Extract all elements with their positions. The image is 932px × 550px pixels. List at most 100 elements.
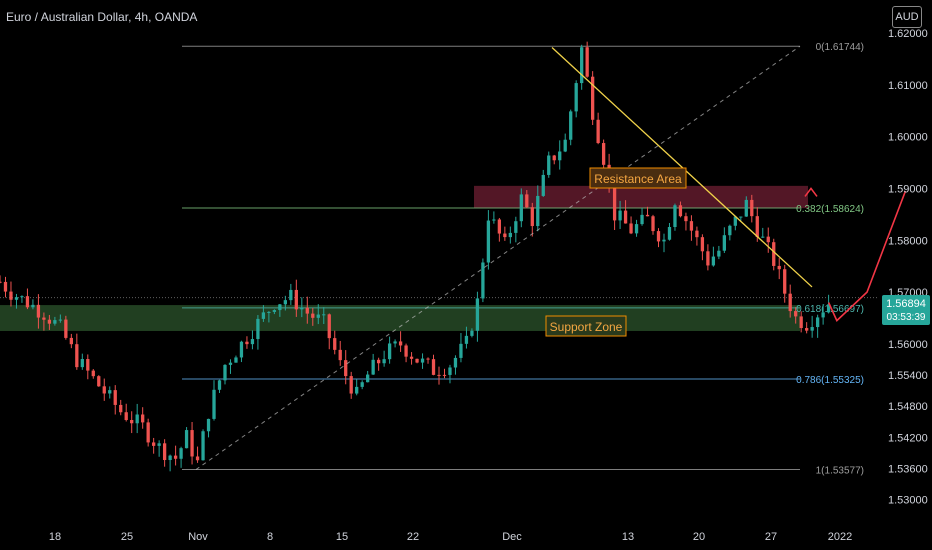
time-tick: 15 [336, 531, 348, 543]
candle-body [442, 374, 447, 376]
candle-body [102, 386, 106, 394]
candle-body [503, 233, 507, 238]
candle-body [514, 221, 518, 233]
candle-body [294, 289, 298, 310]
currency-button[interactable]: AUD [892, 6, 922, 28]
candle-body [333, 338, 337, 350]
candle-body [519, 194, 523, 222]
candle-body [355, 386, 359, 394]
candle-body [272, 310, 277, 312]
projection-arrow [827, 190, 907, 322]
candle-body [673, 205, 677, 228]
candle-body [86, 359, 90, 371]
candle-body [552, 155, 556, 161]
price-axis: 1.620001.610001.600001.590001.580001.570… [888, 28, 928, 506]
candle-body [250, 339, 255, 345]
candle-body [772, 242, 776, 266]
candle-body [398, 341, 403, 346]
candle-body [755, 216, 759, 237]
candle-body [261, 312, 266, 319]
candle-body [459, 343, 463, 358]
resistance-zone [474, 185, 808, 209]
price-tick: 1.56000 [888, 339, 928, 351]
candle-body [799, 316, 803, 329]
candle-body [47, 319, 52, 324]
candle-body [486, 220, 491, 263]
candle-body [805, 328, 809, 331]
fib-diagonal [195, 45, 801, 470]
candle-body [810, 327, 814, 331]
candle-body [42, 317, 46, 320]
candle-body [366, 374, 370, 383]
candle-body [821, 312, 825, 318]
time-tick: 27 [765, 531, 777, 543]
candle-body [558, 151, 562, 161]
candle-body [371, 359, 375, 375]
candle-body [212, 389, 216, 419]
candle-body [69, 337, 73, 345]
time-tick: Nov [188, 531, 208, 543]
candle-body [349, 376, 353, 394]
support-label: Support Zone [550, 320, 623, 334]
candle-body [179, 448, 183, 459]
candle-body [409, 356, 414, 359]
candle-body [601, 143, 606, 165]
time-axis: 18 25 Nov 8 15 22 Dec 13 20 27 2022 [49, 531, 852, 543]
candle-body [761, 236, 765, 238]
candle-body [591, 76, 595, 120]
candle-body [223, 364, 227, 381]
candle-body [124, 412, 128, 420]
candle-body [283, 300, 287, 305]
candle-body [157, 443, 161, 446]
descending-trendline [551, 46, 813, 288]
candle-body [113, 390, 117, 405]
chart-title: Euro / Australian Dollar, 4h, OANDA [6, 10, 198, 24]
candle-body [141, 414, 145, 423]
candle-body [530, 207, 534, 227]
candle-body [706, 251, 710, 266]
candles-layer [0, 41, 831, 472]
price-tick: 1.53000 [888, 494, 928, 506]
candle-body [656, 231, 661, 242]
candle-body [344, 360, 348, 377]
candle-body [464, 335, 469, 344]
candle-body [25, 296, 30, 308]
candle-body [3, 281, 8, 292]
candle-body [415, 358, 419, 363]
candle-body [492, 219, 496, 221]
candle-body [9, 291, 13, 300]
price-tick: 1.54200 [888, 432, 928, 444]
candle-body [168, 455, 172, 461]
price-tick: 1.58000 [888, 235, 928, 247]
candle-body [733, 216, 737, 226]
arrow-head [804, 187, 818, 197]
candle-body [470, 330, 474, 336]
candle-body [766, 236, 770, 243]
candle-body [36, 304, 41, 318]
candle-body [541, 174, 545, 196]
candle-body [508, 232, 512, 238]
candle-body [130, 419, 134, 424]
candle-body [777, 265, 781, 270]
candle-body [815, 317, 820, 328]
time-tick: 20 [693, 531, 705, 543]
candle-body [678, 205, 683, 217]
zones-layer [0, 185, 808, 331]
candle-body [173, 455, 178, 459]
fib-label: 0.786(1.55325) [796, 375, 864, 386]
candle-body [563, 139, 567, 152]
candle-body [91, 370, 95, 377]
candle-body [316, 314, 320, 318]
candle-body [228, 362, 233, 365]
candle-body [256, 318, 260, 340]
candle-body [662, 239, 666, 242]
candle-body [695, 230, 699, 238]
candle-body [14, 297, 19, 300]
candle-body [190, 430, 194, 457]
drawings-layer [195, 45, 907, 470]
last-price-tag: 1.56894 03:53:39 [882, 295, 930, 325]
candle-body [629, 223, 633, 234]
candle-body [360, 382, 364, 387]
candle-body [717, 250, 721, 257]
